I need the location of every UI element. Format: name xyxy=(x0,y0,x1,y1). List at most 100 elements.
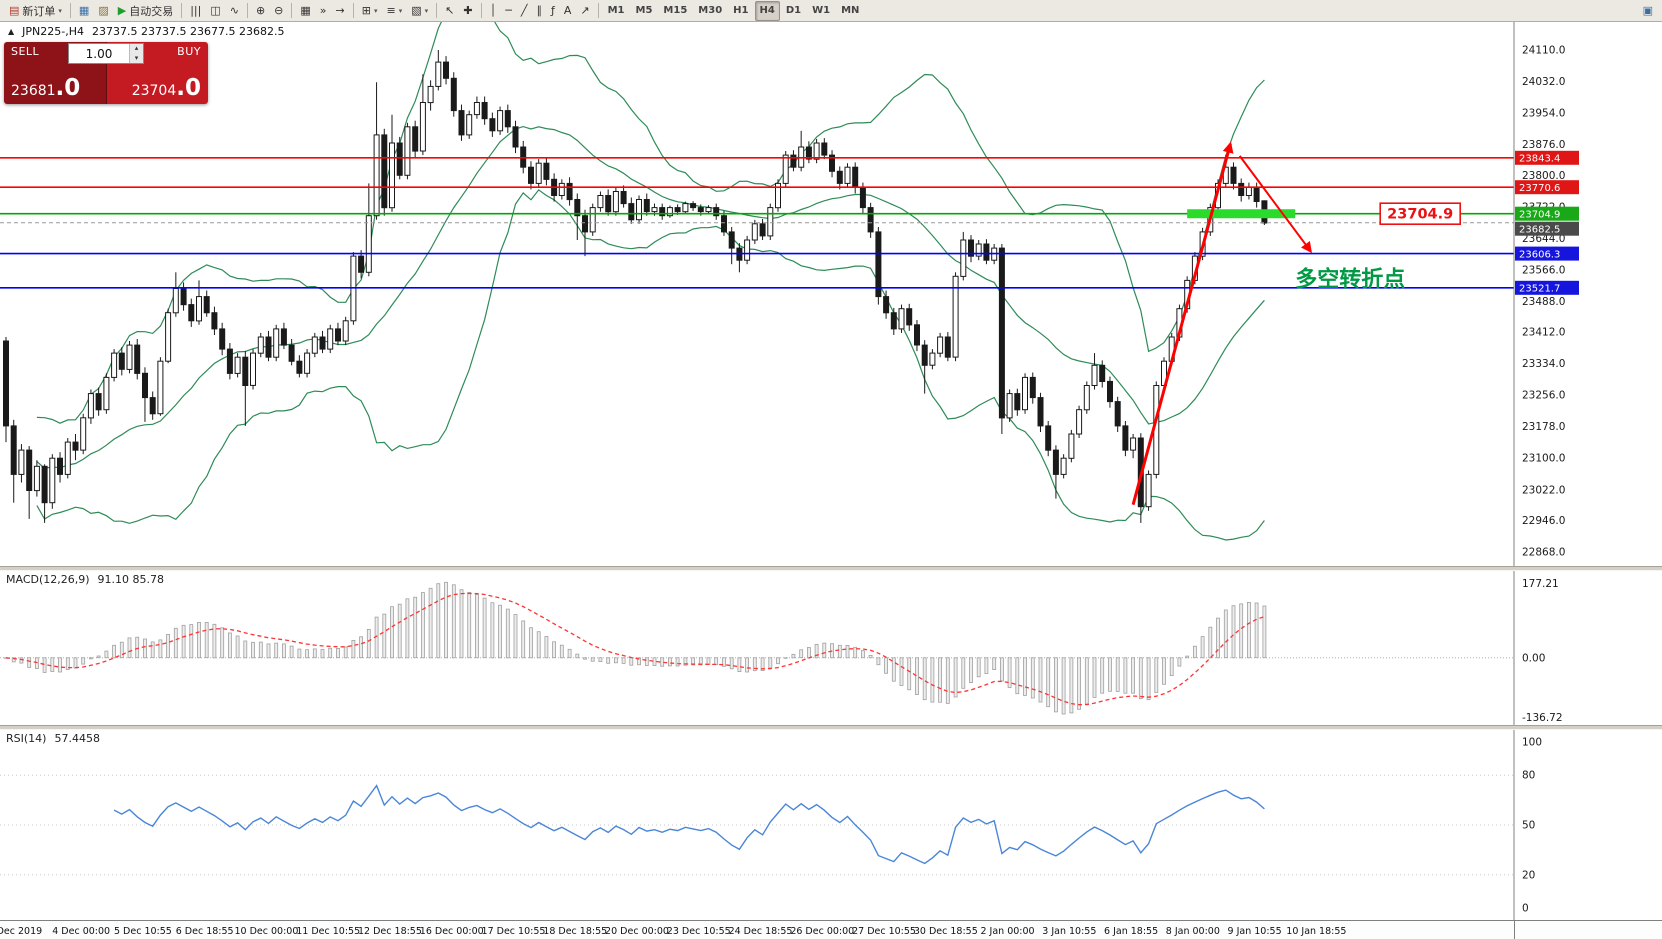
timeframe-m1-button[interactable]: M1 xyxy=(607,5,625,16)
macd-histogram-bar xyxy=(397,603,402,659)
macd-histogram-bar xyxy=(58,657,62,673)
crosshair-icon: ✚ xyxy=(463,4,473,17)
macd-histogram-bar xyxy=(498,604,503,659)
macd-histogram-bar xyxy=(1162,657,1166,685)
annotation-text[interactable]: 多空转折点 xyxy=(1295,266,1405,292)
volume-input[interactable]: 1.00 ▴ ▾ xyxy=(68,43,144,64)
rsi-label: RSI(14) 57.4458 xyxy=(6,732,100,745)
candle-body xyxy=(188,304,195,322)
timeframe-h4-button[interactable]: H4 xyxy=(754,0,780,21)
rsi-axis-label: 20 xyxy=(1522,869,1535,881)
periods-icon[interactable]: ≡ ▾ xyxy=(382,1,406,21)
macd-histogram-bar xyxy=(822,642,827,659)
dropdown-caret-icon: ▾ xyxy=(424,6,429,15)
rsi-panel[interactable]: 100 80 50 20 0 RSI(14) 57.4458 xyxy=(0,730,1662,920)
text-icon[interactable]: A xyxy=(560,1,576,21)
candle-body xyxy=(1238,182,1245,196)
candle-body xyxy=(859,186,866,209)
timeframe-m15-button[interactable]: M15 xyxy=(663,5,688,16)
time-axis[interactable]: Dec 2019 4 Dec 00:00 5 Dec 10:55 6 Dec 18:5… xyxy=(0,920,1662,939)
macd-panel[interactable]: 177.21 0.00 -136.72 MACD(12,26,9) 91.10 85… xyxy=(0,571,1662,725)
zoom-out-icon[interactable]: ⊖ xyxy=(270,1,287,21)
macd-histogram-bar xyxy=(1061,657,1066,715)
timeframe-h1-button[interactable]: H1 xyxy=(733,5,749,16)
macd-histogram-bar xyxy=(505,608,510,659)
macd-histogram-bar xyxy=(614,657,618,664)
macd-histogram-bar xyxy=(1247,601,1251,659)
line-chart-icon[interactable]: ∿ xyxy=(226,1,243,21)
crosshair-icon[interactable]: ✚ xyxy=(459,1,476,21)
templates-icon[interactable]: ▧ ▾ xyxy=(407,1,432,21)
macd-histogram-bar xyxy=(1223,609,1228,659)
cursor-icon[interactable]: ↖ xyxy=(441,1,458,21)
candle-body xyxy=(1253,186,1260,202)
rsi-chart[interactable]: 100 80 50 20 0 xyxy=(0,730,1662,920)
macd-histogram-bar xyxy=(482,597,487,659)
macd-histogram-bar xyxy=(513,614,518,659)
time-axis-label: 17 Dec 10:55 xyxy=(481,926,546,937)
chart-shift-icon[interactable]: → xyxy=(332,1,349,21)
new-chart-icon[interactable]: ▣ xyxy=(1639,1,1657,21)
macd-histogram-bar xyxy=(328,647,333,659)
time-axis-label: 18 Dec 18:55 xyxy=(543,926,608,937)
macd-histogram-bar xyxy=(420,592,425,659)
tile-windows-icon[interactable]: ▦ xyxy=(296,1,314,21)
macd-histogram-bar xyxy=(428,587,433,659)
rsi-axis-label: 100 xyxy=(1522,737,1542,749)
candle-body xyxy=(1145,473,1152,508)
macd-histogram-bar xyxy=(343,646,348,659)
macd-histogram-bar xyxy=(1077,657,1081,710)
candle-body xyxy=(1122,425,1129,451)
autotrading-button[interactable]: ▶ 自动交易 xyxy=(114,1,177,21)
timeframe-w1-button[interactable]: W1 xyxy=(812,5,831,16)
candle-body xyxy=(705,207,712,213)
macd-histogram-bar xyxy=(243,640,248,659)
vertical-line-icon[interactable]: │ xyxy=(486,1,501,21)
candle-body xyxy=(18,449,25,475)
bar-chart-icon[interactable]: ||| xyxy=(186,1,205,21)
indicators-icon[interactable]: ⊞ ▾ xyxy=(358,1,382,21)
toolbar-separator xyxy=(181,3,183,18)
candle-body xyxy=(443,61,449,79)
profiles-icon[interactable]: ▨ xyxy=(94,1,112,21)
toolbar-separator xyxy=(291,3,293,18)
main-chart-panel[interactable]: 23704.9 多空转折点 24110.0 24032.0 23954.0 23876.0… xyxy=(0,22,1662,566)
trend-arrow-down[interactable] xyxy=(1238,155,1313,254)
candle-body xyxy=(234,356,241,374)
volume-up-button[interactable]: ▴ xyxy=(130,44,143,54)
zoom-in-icon[interactable]: ⊕ xyxy=(252,1,269,21)
macd-chart[interactable]: 177.21 0.00 -136.72 xyxy=(0,571,1662,725)
auto-scroll-icon[interactable]: » xyxy=(316,1,331,21)
timeframe-d1-button[interactable]: D1 xyxy=(785,5,802,16)
macd-histogram-bar xyxy=(158,639,163,659)
panel-splitter[interactable] xyxy=(0,725,1662,730)
macd-histogram-bar xyxy=(668,657,672,667)
channel-icon: ∥ xyxy=(536,4,542,17)
macd-histogram-bar xyxy=(281,643,286,659)
timeframe-m5-button[interactable]: M5 xyxy=(635,5,653,16)
trendline-icon[interactable]: ╱ xyxy=(517,1,532,21)
candle-body xyxy=(929,352,936,366)
price-chart[interactable]: 23704.9 多空转折点 24110.0 24032.0 23954.0 23876.0… xyxy=(0,22,1662,566)
channel-icon[interactable]: ∥ xyxy=(532,1,546,21)
panel-splitter[interactable] xyxy=(0,566,1662,571)
volume-down-button[interactable]: ▾ xyxy=(130,53,143,63)
new-order-button[interactable]: ▤ 新订单 ▾ xyxy=(5,1,66,21)
timeframe-m30-button[interactable]: M30 xyxy=(698,5,723,16)
arrow-tool-icon[interactable]: ↗ xyxy=(576,1,593,21)
price-axis-label: 23954.0 xyxy=(1522,108,1565,120)
candle-body xyxy=(389,142,395,209)
macd-histogram-bar xyxy=(258,641,263,659)
sell-label: SELL xyxy=(11,45,40,58)
price-callout-box[interactable] xyxy=(1379,202,1461,225)
macd-histogram-bar xyxy=(390,606,394,659)
macd-histogram-bar xyxy=(861,650,865,659)
rsi-value: 57.4458 xyxy=(54,732,100,745)
candlestick-chart-icon[interactable]: ◫ xyxy=(206,1,224,21)
chart-window-icon[interactable]: ▦ xyxy=(75,1,93,21)
timeframe-mn-button[interactable]: MN xyxy=(841,5,860,16)
macd-histogram-bar xyxy=(212,623,217,659)
trend-arrow-up[interactable] xyxy=(1131,141,1234,506)
horizontal-line-icon[interactable]: ─ xyxy=(501,1,516,21)
fibonacci-icon[interactable]: ƒ xyxy=(547,1,559,21)
